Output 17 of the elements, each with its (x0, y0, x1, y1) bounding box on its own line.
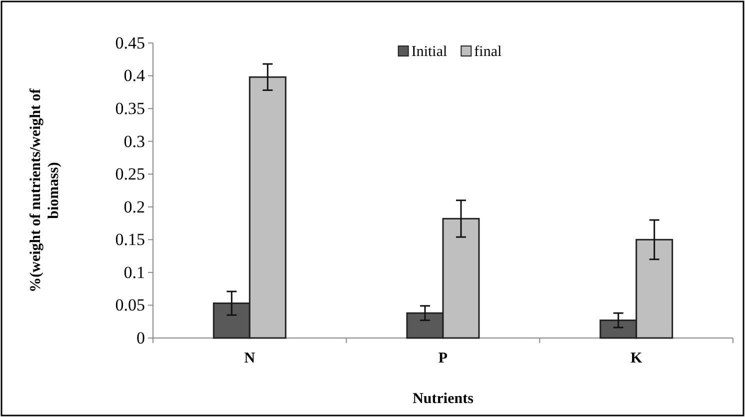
y-tick-label: 0 (136, 328, 145, 348)
y-tick-label: 0.1 (124, 262, 145, 282)
y-tick-label: 0.3 (124, 132, 145, 151)
y-tick-label: 0.35 (115, 98, 145, 118)
y-tick-label: 0.2 (124, 197, 145, 216)
y-tick-label: 0.4 (124, 66, 146, 86)
x-tick-label: P (438, 350, 448, 367)
legend-label: final (474, 44, 502, 60)
x-axis-title: Nutrients (412, 391, 474, 407)
legend-label: Initial (411, 44, 448, 60)
x-tick-label: K (630, 350, 642, 367)
y-tick-label: 0.15 (115, 230, 145, 250)
y-axis-title: %(weight of nutrients/weight of biomass) (28, 88, 62, 292)
y-tick-label: 0.45 (115, 33, 145, 52)
y-tick-label: 0.25 (115, 164, 145, 184)
x-tick-label: N (244, 350, 256, 367)
y-tick-label: 0.05 (115, 296, 145, 315)
